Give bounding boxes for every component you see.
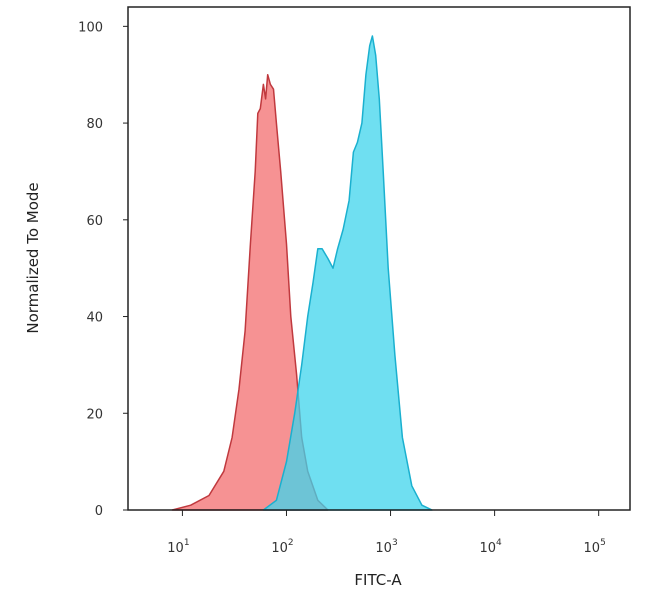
- plot-frame: [127, 6, 631, 511]
- y-tick-label-5: 80: [86, 117, 103, 132]
- x-tick-exponent-2: 2: [288, 538, 294, 548]
- y-tick-label-2: 20: [86, 407, 103, 422]
- y-tick-label-6: 100: [78, 20, 103, 35]
- series-layer: [171, 35, 433, 511]
- y-axis-ticks: 0 20 40 60 80 100: [78, 20, 128, 519]
- y-tick-label-4: 60: [86, 214, 103, 229]
- x-tick-exponent-1: 1: [184, 538, 190, 548]
- y-axis-title: Normalized To Mode: [24, 182, 42, 333]
- x-tick-exponent-5: 5: [600, 538, 606, 548]
- x-tick-exponent-3: 3: [392, 538, 398, 548]
- histogram-series-2: [262, 35, 433, 511]
- y-tick-label-3: 40: [86, 311, 103, 326]
- x-axis-title: FITC-A: [354, 571, 402, 589]
- y-tick-label-1: 0: [95, 504, 103, 519]
- x-tick-exponent-4: 4: [496, 538, 502, 548]
